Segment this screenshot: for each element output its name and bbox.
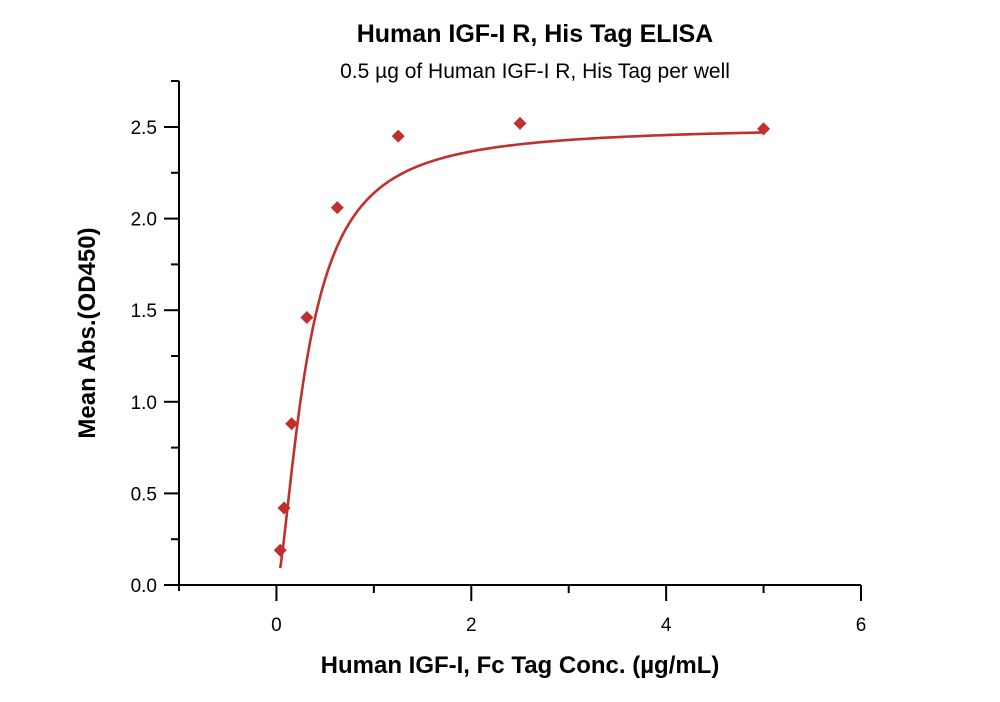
y-tick-label: 2.5 xyxy=(131,118,157,139)
data-point-diamond-icon xyxy=(277,501,291,515)
data-point-diamond-icon xyxy=(330,201,344,215)
data-point-diamond-icon xyxy=(391,129,405,143)
y-tick-label: 0.5 xyxy=(131,484,157,505)
chart-subtitle: 0.5 µg of Human IGF-I R, His Tag per wel… xyxy=(340,60,730,83)
data-point-diamond-icon xyxy=(300,311,314,325)
x-tick-label: 4 xyxy=(661,615,672,636)
y-tick-label: 2.0 xyxy=(131,210,157,231)
chart-title: Human IGF-I R, His Tag ELISA xyxy=(356,20,714,48)
x-tick-label: 6 xyxy=(856,615,867,636)
x-tick-label: 2 xyxy=(466,615,477,636)
data-point-diamond-icon xyxy=(273,543,287,557)
fit-curve xyxy=(278,131,764,569)
data-point-diamond-icon xyxy=(285,417,299,431)
data-point-diamond-icon xyxy=(757,122,771,136)
y-tick-label: 1.5 xyxy=(131,301,157,322)
x-axis-label: Human IGF-I, Fc Tag Conc. (µg/mL) xyxy=(320,652,720,679)
y-axis-label: Mean Abs.(OD450) xyxy=(74,227,101,439)
data-point-diamond-icon xyxy=(513,116,527,130)
y-tick-label: 0.0 xyxy=(131,576,157,597)
y-tick-label: 1.0 xyxy=(131,393,157,414)
x-tick-label: 0 xyxy=(271,615,282,636)
